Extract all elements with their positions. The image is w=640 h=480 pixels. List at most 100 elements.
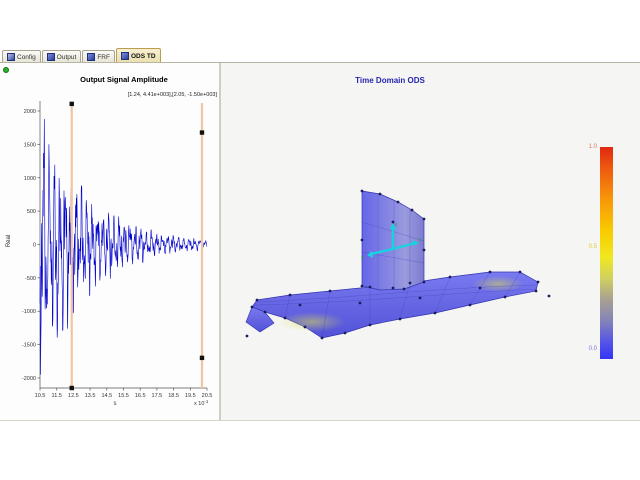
ods-plate-corner-fold [245,306,275,333]
tab-frf-label: FRF [97,53,110,61]
x-tick-label: 14.5 [101,393,112,399]
tab-output[interactable]: Output [41,50,82,63]
frf-tab-icon [87,53,96,61]
node-dot[interactable] [488,270,492,274]
svg-text:y: y [419,237,422,243]
tab-ods-td[interactable]: ODS TD [115,48,161,63]
x-tick-label: 18.5 [168,393,179,399]
ods-amplitude-tint-left [278,312,346,332]
status-dot [3,67,9,73]
node-dot[interactable] [360,189,364,193]
node-dot[interactable] [391,286,395,290]
colorbar-tick-label: 1.0 [588,144,597,150]
axes-triad-labels: z x y [361,222,422,261]
node-dot[interactable] [396,200,400,204]
config-tab-icon [7,53,15,61]
tab-frf[interactable]: FRF [82,50,115,63]
x-tick-label: 10.5 [35,393,46,399]
y-tick-label: 500 [27,209,36,215]
right-plot-title: Time Domain ODS [355,76,425,85]
node-dot[interactable] [245,334,249,338]
ods-td-tab-icon [120,52,129,60]
y-tick-label: 1000 [24,176,36,182]
signal-waveform [39,118,208,375]
cursor-annotation: [1.24, 4.41e+003],[2.05, -1.50e+003] [127,92,217,98]
y-tick-label: 2000 [24,109,36,115]
panel-divider[interactable] [219,63,221,420]
x-tick-label: 16.5 [135,393,146,399]
ods-amplitude-tint-right [472,276,524,292]
x-tick-label: 15.5 [118,393,129,399]
node-dot[interactable] [422,248,426,252]
x-tick-label: 19.5 [185,393,196,399]
node-dot[interactable] [391,220,395,224]
node-dot[interactable] [478,286,482,290]
node-dot[interactable] [534,289,538,293]
y-tick-label: -1500 [22,343,36,349]
node-dot[interactable] [408,281,412,285]
ods-panel [221,63,640,420]
x-tick-label: 17.5 [152,393,163,399]
node-dot[interactable] [468,303,472,307]
node-dot[interactable] [402,287,406,291]
node-dot[interactable] [433,311,437,315]
svg-text:z: z [395,222,398,228]
measurement-nodes [245,189,551,340]
node-dot[interactable] [360,238,364,242]
node-dot[interactable] [263,310,267,314]
y-tick-label: 1500 [24,142,36,148]
node-dot[interactable] [422,217,426,221]
node-dot[interactable] [328,289,332,293]
node-dot[interactable] [547,294,551,298]
node-dot[interactable] [255,298,259,302]
cursor-handle[interactable] [199,355,205,361]
node-dot[interactable] [422,280,426,284]
cursor-handle[interactable] [199,130,205,135]
tab-config[interactable]: Config [2,50,41,63]
node-dot[interactable] [288,293,292,297]
ods-plate-grid [253,271,538,339]
cursor-handle[interactable] [69,385,74,391]
node-dot[interactable] [368,323,372,327]
node-dot[interactable] [298,303,302,307]
x-tick-label: 11.5 [52,393,62,399]
x-tick-label: 20.5 [202,393,213,399]
node-dot[interactable] [368,285,372,289]
colorbar [600,147,613,359]
y-tick-label: -1000 [22,309,36,315]
node-dot[interactable] [303,325,307,329]
node-dot[interactable] [398,317,402,321]
colorbar-tick-label: 0.5 [588,243,597,250]
x-axis-label: s [114,401,117,407]
node-dot[interactable] [503,295,507,299]
tab-output-label: Output [56,53,77,61]
node-dot[interactable] [360,284,364,288]
tab-ods-td-label: ODS TD [130,52,156,60]
node-dot[interactable] [448,275,452,279]
node-dot[interactable] [418,296,422,300]
node-dot[interactable] [320,336,324,340]
node-dot[interactable] [358,301,362,305]
left-plot-title: Output Signal Amplitude [80,75,168,84]
svg-text:x: x [361,255,364,261]
y-tick-label: 0 [33,243,36,249]
y-tick-label: -500 [25,276,36,282]
node-dot[interactable] [410,208,414,212]
x-axis-exponent: x 10-1 [194,399,209,407]
node-dot[interactable] [518,270,522,274]
tab-bar: Config Output FRF ODS TD [2,47,161,63]
node-dot[interactable] [250,305,254,309]
node-dot[interactable] [283,316,287,320]
colorbar-tick-label: 0.0 [588,345,597,352]
axes-triad-arrowheads [367,223,419,258]
tab-config-label: Config [17,53,36,61]
node-dot[interactable] [343,331,347,335]
output-tab-icon [46,53,55,61]
x-tick-label: 13.5 [85,393,96,399]
cursor-handle[interactable] [69,101,74,107]
node-dot[interactable] [378,192,382,196]
node-dot[interactable] [536,280,540,284]
